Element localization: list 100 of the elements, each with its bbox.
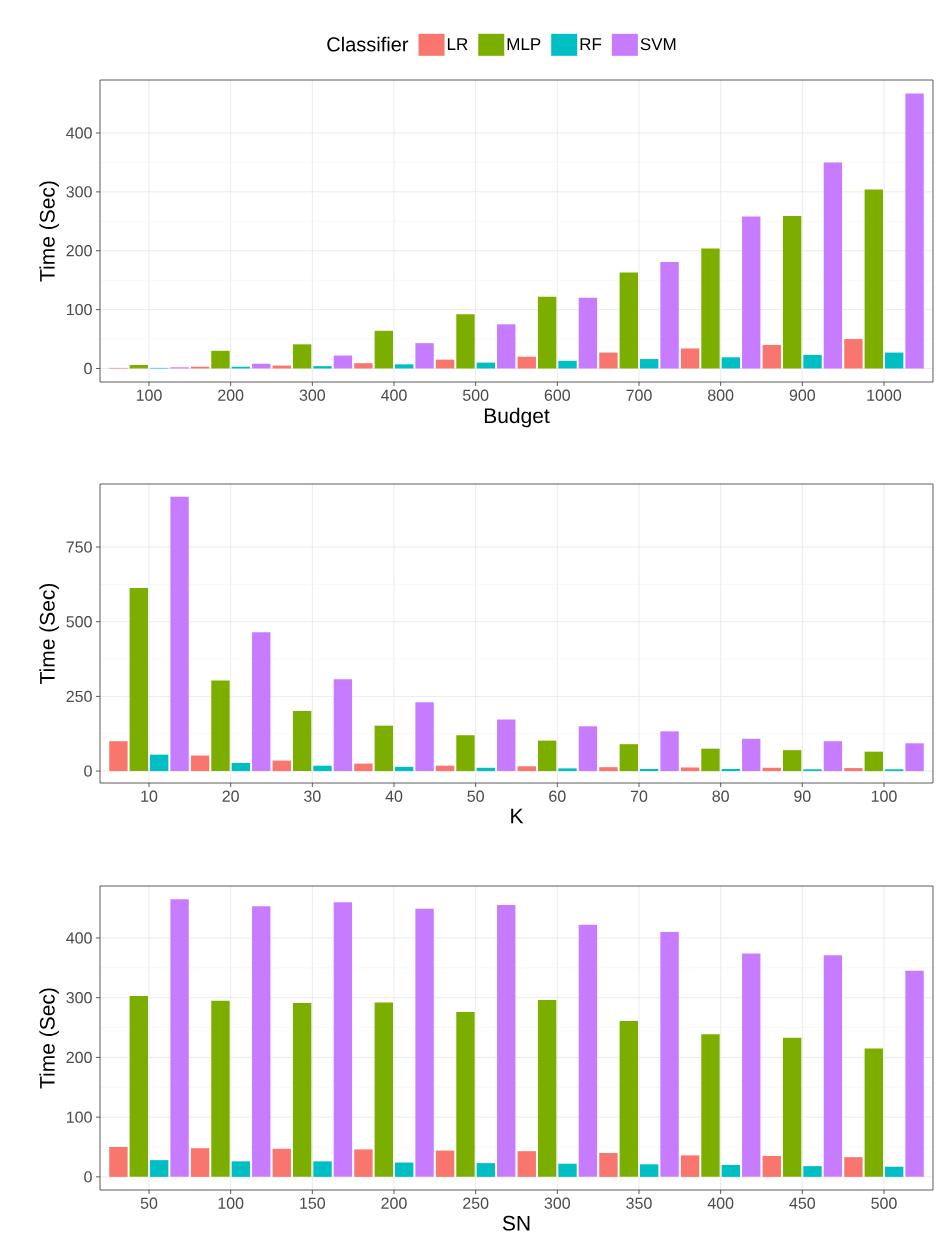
bar xyxy=(109,1147,128,1177)
bar xyxy=(558,360,577,369)
legend-label: LR xyxy=(447,38,468,50)
legend-label: RF xyxy=(580,38,602,50)
y-tick-label: 200 xyxy=(66,1051,92,1064)
bar xyxy=(844,768,863,772)
bar xyxy=(905,743,924,772)
bar xyxy=(333,355,353,369)
bar xyxy=(354,763,373,772)
y-tick-label: 100 xyxy=(66,1111,92,1123)
y-tick-label: 300 xyxy=(66,992,92,1004)
x-tick-label: 90 xyxy=(794,790,811,802)
bar xyxy=(190,755,210,772)
bar xyxy=(803,1166,822,1177)
bar xyxy=(292,344,312,369)
bar xyxy=(170,496,189,772)
bar xyxy=(211,1000,230,1177)
bar xyxy=(905,93,924,369)
bar xyxy=(231,763,251,772)
bar xyxy=(313,765,332,772)
bar xyxy=(292,711,312,772)
bar xyxy=(823,741,843,772)
bar xyxy=(558,768,577,772)
bar xyxy=(517,356,536,369)
bar xyxy=(844,339,863,369)
x-tick-label: 10 xyxy=(141,790,158,802)
bar xyxy=(476,1163,496,1177)
bar xyxy=(762,767,781,772)
bar xyxy=(721,357,741,369)
x-axis-title: K xyxy=(511,808,524,824)
x-tick-label: 900 xyxy=(789,389,816,401)
bar xyxy=(456,314,475,369)
bar xyxy=(721,1164,741,1177)
x-tick-label: 80 xyxy=(712,790,729,802)
bar xyxy=(435,765,455,772)
bar xyxy=(313,1161,332,1177)
bar xyxy=(272,1148,291,1177)
bar xyxy=(333,679,353,772)
bar xyxy=(558,1163,577,1177)
x-tick-label: 60 xyxy=(549,790,566,802)
bar xyxy=(129,995,148,1177)
bar xyxy=(456,735,475,772)
bar xyxy=(823,955,843,1177)
bar xyxy=(435,1150,455,1177)
bar xyxy=(762,344,781,369)
bar xyxy=(640,768,659,772)
x-tick-label: 20 xyxy=(222,790,239,802)
y-axis-title: Time (Sec) xyxy=(39,583,59,684)
bar xyxy=(578,297,598,369)
x-tick-label: 400 xyxy=(381,389,407,401)
bar xyxy=(497,905,516,1177)
bar xyxy=(844,1157,863,1177)
x-tick-label: 250 xyxy=(463,1197,489,1209)
bar xyxy=(742,216,761,369)
bar xyxy=(803,354,822,369)
x-tick-label: 200 xyxy=(218,389,244,401)
bar xyxy=(374,1002,393,1177)
bar xyxy=(517,766,536,772)
x-axis-title: SN xyxy=(502,1215,530,1231)
x-tick-label: 400 xyxy=(707,1197,734,1209)
y-tick-label: 750 xyxy=(66,541,92,553)
bar xyxy=(517,1151,536,1177)
bar xyxy=(884,1166,904,1177)
legend-label: SVM xyxy=(640,38,676,51)
x-tick-label: 500 xyxy=(871,1197,897,1209)
bar xyxy=(456,1012,475,1177)
bar xyxy=(252,632,271,772)
x-tick-label: 30 xyxy=(304,790,321,802)
bar xyxy=(742,953,761,1177)
x-tick-label: 100 xyxy=(218,1197,244,1209)
bar xyxy=(395,766,414,772)
x-tick-label: 600 xyxy=(544,389,571,401)
x-axis-title: Budget xyxy=(484,407,550,428)
y-axis-title: Time (Sec) xyxy=(39,181,59,282)
bar xyxy=(231,1161,251,1177)
bar xyxy=(537,296,557,369)
bar xyxy=(782,750,802,772)
bar xyxy=(680,348,700,369)
bar xyxy=(497,719,516,772)
bar xyxy=(782,216,802,369)
y-tick-label: 100 xyxy=(66,303,92,316)
y-axis-title: Time (Sec) xyxy=(39,988,59,1089)
x-tick-label: 500 xyxy=(462,389,489,401)
bar xyxy=(537,740,557,772)
y-tick-label: 300 xyxy=(66,186,92,198)
bar xyxy=(701,748,720,772)
bar xyxy=(415,343,434,369)
bar xyxy=(292,1003,312,1177)
bar xyxy=(129,587,148,772)
bar xyxy=(660,932,679,1177)
bar xyxy=(680,767,700,772)
bar xyxy=(864,751,883,772)
bar xyxy=(190,1148,210,1177)
bar xyxy=(823,162,843,369)
x-tick-label: 350 xyxy=(626,1197,652,1209)
bar xyxy=(476,767,496,772)
bar xyxy=(721,768,741,772)
bar xyxy=(640,1164,659,1177)
bar xyxy=(762,1155,781,1177)
bar xyxy=(211,350,230,369)
